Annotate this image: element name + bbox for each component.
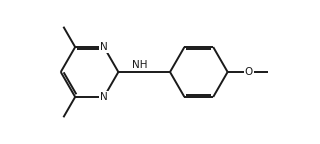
Text: N: N (100, 42, 108, 52)
Text: NH: NH (132, 60, 148, 70)
Text: N: N (100, 92, 108, 102)
Text: O: O (245, 67, 253, 77)
